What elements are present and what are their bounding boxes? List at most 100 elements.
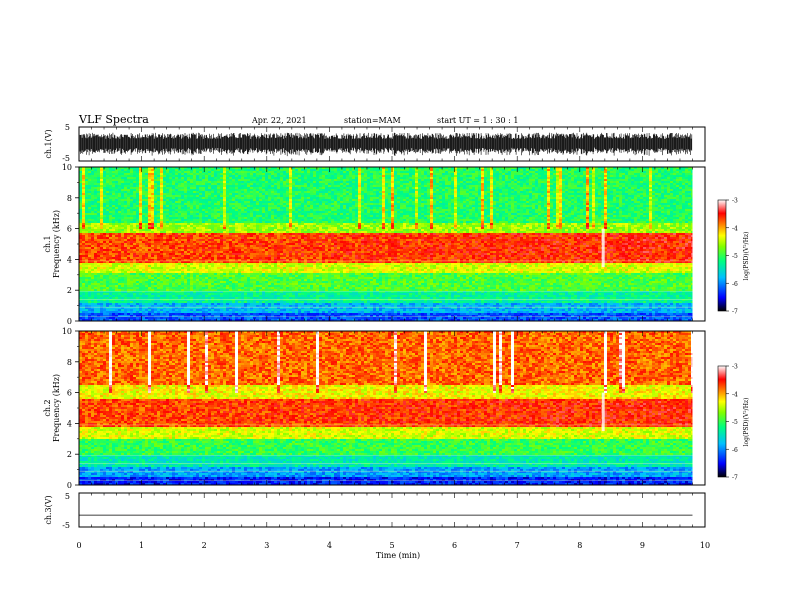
spec1-cell — [544, 199, 547, 201]
spec1-cell — [163, 187, 166, 189]
spec1-cell — [433, 213, 436, 215]
spec1-cell — [337, 177, 340, 179]
spec1-cell — [571, 193, 574, 195]
spec1-cell — [433, 189, 436, 191]
spec1-cell — [184, 173, 187, 175]
spec1-cell — [475, 205, 478, 207]
spec1-cell — [313, 195, 316, 197]
spec1-cell — [559, 181, 562, 183]
ch1-ytick-top: 5 — [65, 123, 70, 132]
spec1-cell — [334, 199, 337, 201]
spec1-cell — [355, 211, 358, 213]
spec1-cell — [277, 173, 280, 175]
spec1-cell — [583, 193, 586, 195]
spec1-cell — [226, 177, 229, 179]
spec1-cell — [274, 203, 277, 205]
spec1-cell — [463, 197, 466, 199]
spec1-cell — [103, 211, 106, 213]
spec1-cell — [130, 193, 133, 195]
spec1-cell — [391, 167, 394, 169]
spec1-cell — [118, 183, 121, 185]
spec1-cell — [496, 191, 499, 193]
spec1-cell — [103, 197, 106, 199]
spec1-cell — [235, 195, 238, 197]
spec1-cell — [544, 187, 547, 189]
spec1-cell — [169, 181, 172, 183]
spec1-cell — [589, 191, 592, 193]
spec1-cell — [388, 179, 391, 181]
spec1-cell — [190, 171, 193, 173]
spec1-cell — [454, 171, 457, 173]
spec1-cell — [607, 169, 610, 171]
spec1-cell — [247, 185, 250, 187]
spec1-cell — [301, 195, 304, 197]
spec1-cell — [82, 177, 85, 179]
spec1-cell — [601, 179, 604, 181]
spec1-cell — [337, 205, 340, 207]
spec1-cell — [469, 205, 472, 207]
spec1-cell — [97, 185, 100, 187]
spec1-cell — [166, 211, 169, 213]
figure-title: VLF Spectra — [78, 113, 149, 126]
spec1-cell — [79, 199, 82, 201]
spec1-cell — [619, 195, 622, 197]
spec1-cell — [160, 171, 163, 173]
spec1-cell — [589, 183, 592, 185]
spec1-cell — [535, 205, 538, 207]
spec1-cell — [472, 199, 475, 201]
spec1-cell — [535, 175, 538, 177]
spec1-cell — [241, 207, 244, 209]
spec1-cell — [583, 203, 586, 205]
spec1-cell — [211, 209, 214, 211]
spec1-cell — [325, 199, 328, 201]
spec1-cell — [475, 193, 478, 195]
spec1-cell — [499, 189, 502, 191]
spec1-cell — [487, 191, 490, 193]
spec1-cell — [235, 191, 238, 193]
spec1-cell — [508, 177, 511, 179]
spec1-cell — [367, 205, 370, 207]
spec1-cell — [367, 179, 370, 181]
spec1-cell — [121, 183, 124, 185]
spec1-cell — [277, 211, 280, 213]
spec1-cell — [193, 177, 196, 179]
spec1-cell — [217, 195, 220, 197]
spec1-cell — [262, 173, 265, 175]
spec1-cell — [370, 175, 373, 177]
spec1-cell — [118, 187, 121, 189]
spec1-cell — [499, 177, 502, 179]
spec1-cell — [433, 171, 436, 173]
spec1-cell — [211, 207, 214, 209]
spec1-cell — [97, 171, 100, 173]
spec1-cell — [217, 181, 220, 183]
spec1-cell — [79, 203, 82, 205]
spec1-cell — [280, 181, 283, 183]
spec1-cell — [361, 203, 364, 205]
spec1-cell — [106, 181, 109, 183]
spec1-cell — [79, 211, 82, 213]
spec1-cell — [517, 211, 520, 213]
spec1-cell — [148, 209, 151, 211]
spec1-cell — [271, 195, 274, 197]
spec1-cell — [403, 187, 406, 189]
spec1-cell — [430, 185, 433, 187]
spec1-cell — [217, 197, 220, 199]
spec1-cell — [232, 205, 235, 207]
spec1-cell — [313, 199, 316, 201]
spec1-cell — [151, 179, 154, 181]
spec1-cell — [532, 171, 535, 173]
spec1-cell — [466, 203, 469, 205]
spec1-cell — [280, 211, 283, 213]
spec1-cell — [463, 169, 466, 171]
spec1-cell — [532, 193, 535, 195]
spec1-cell — [175, 205, 178, 207]
spec1-cell — [604, 185, 607, 187]
spec1-cell — [124, 189, 127, 191]
spec1-cell — [169, 197, 172, 199]
spec1-cell — [484, 211, 487, 213]
spec1-cell — [514, 207, 517, 209]
spec1-cell — [523, 199, 526, 201]
spec1-cell — [130, 201, 133, 203]
spec1-cell — [409, 189, 412, 191]
spec1-cell — [274, 199, 277, 201]
